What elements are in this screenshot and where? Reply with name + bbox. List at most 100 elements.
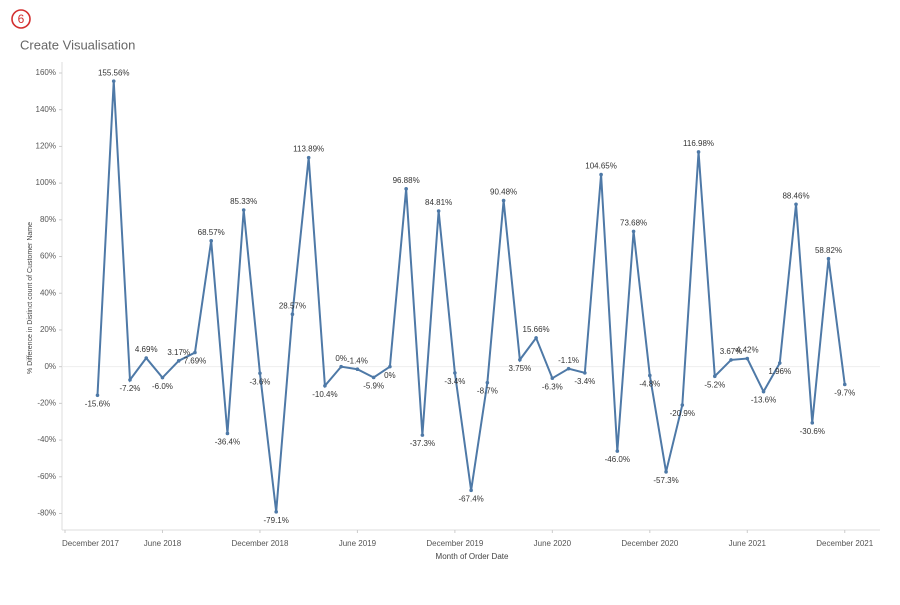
y-tick-label: 120% (36, 142, 56, 151)
data-label: 3.67% (720, 347, 743, 356)
data-label: -13.6% (751, 396, 776, 405)
data-label: -57.3% (653, 476, 678, 485)
point (550, 376, 555, 381)
point (712, 374, 717, 379)
point (485, 380, 490, 385)
badge: 6 (18, 12, 25, 26)
point (193, 350, 197, 355)
data-label: -79.1% (264, 516, 289, 525)
data-label: 3.17% (167, 348, 190, 357)
data-label: 15.66% (523, 325, 550, 334)
point (420, 433, 425, 437)
point (453, 371, 457, 375)
data-label: -9.7% (834, 389, 855, 398)
point (355, 367, 360, 372)
data-label: -4.8% (639, 380, 660, 389)
data-label: -36.4% (215, 438, 240, 447)
data-label: -15.6% (85, 399, 110, 408)
data-label: -1.4% (347, 356, 368, 365)
y-tick-label: -40% (37, 435, 56, 444)
x-axis-title: Month of Order Date (436, 552, 509, 561)
data-label: -3.6% (249, 377, 270, 386)
point (664, 470, 668, 474)
data-label: 0% (384, 371, 396, 380)
y-tick-label: 80% (40, 215, 56, 224)
point (306, 155, 311, 160)
point (501, 198, 506, 203)
point (826, 256, 831, 261)
point (436, 209, 441, 213)
point (225, 431, 230, 436)
data-label: 113.89% (293, 145, 324, 154)
point (566, 366, 571, 371)
x-tick-label: June 2019 (339, 539, 377, 548)
point (323, 383, 327, 388)
point (339, 364, 343, 369)
point (534, 336, 538, 340)
badge-circle (11, 9, 31, 29)
point (404, 187, 408, 191)
y-tick-label: -60% (37, 472, 56, 481)
data-label: 28.57% (279, 301, 306, 310)
point (648, 373, 652, 378)
point (95, 393, 100, 398)
data-label: 84.81% (425, 198, 452, 207)
x-tick-label: June 2021 (729, 539, 767, 548)
point (761, 389, 766, 394)
data-label: 155.56% (98, 68, 130, 77)
data-label: -10.4% (312, 390, 337, 399)
point (599, 172, 603, 177)
data-label: 90.48% (490, 188, 517, 197)
y-tick-label: 160% (36, 68, 56, 77)
line (96, 81, 846, 512)
point (777, 361, 782, 365)
point (469, 488, 473, 493)
y-tick-label: 100% (36, 178, 56, 187)
data-label: -3.4% (574, 377, 595, 386)
x-tick-label: December 2018 (231, 539, 288, 548)
point (388, 364, 392, 369)
y-tick-label: 60% (40, 252, 56, 261)
point (209, 239, 214, 243)
point (290, 312, 295, 317)
data-label: 73.68% (620, 219, 647, 228)
point (810, 421, 815, 425)
data-label: -1.1% (558, 356, 579, 365)
point (258, 371, 262, 376)
point (680, 403, 685, 407)
y-tick-label: -80% (37, 509, 56, 518)
data-label: -8.7% (477, 387, 498, 396)
point (111, 79, 116, 83)
data-label: -6.0% (152, 382, 173, 391)
data-label: 58.82% (815, 246, 842, 255)
data-label: 4.42% (736, 346, 759, 355)
data-label: 7.69% (184, 357, 207, 366)
y-tick-label: 20% (40, 325, 56, 334)
point (794, 202, 798, 207)
point (842, 382, 847, 387)
y-axis-title: % Difference in Distinct count of Custom… (27, 222, 34, 374)
point (176, 359, 181, 363)
data-label: 68.57% (198, 228, 225, 237)
y-tick-label: -20% (37, 398, 56, 407)
point (274, 510, 278, 514)
data-label: -67.4% (458, 494, 483, 503)
point (160, 375, 165, 380)
x-tick-label: June 2020 (534, 539, 572, 548)
data-label: 0% (335, 354, 347, 363)
data-label: 88.46% (782, 191, 809, 200)
point (615, 449, 620, 453)
data-label: -5.9% (363, 382, 384, 391)
x-tick-label: December 2019 (426, 539, 483, 548)
point (631, 229, 636, 234)
data-label: -3.4% (444, 377, 465, 386)
point (371, 375, 376, 380)
data-label: 104.65% (585, 162, 617, 171)
y-tick-label: 0% (44, 362, 56, 371)
x-tick-label: December 2020 (621, 539, 678, 548)
point (745, 356, 750, 361)
point (144, 356, 149, 360)
point (128, 378, 132, 382)
data-label: -46.0% (605, 455, 630, 464)
